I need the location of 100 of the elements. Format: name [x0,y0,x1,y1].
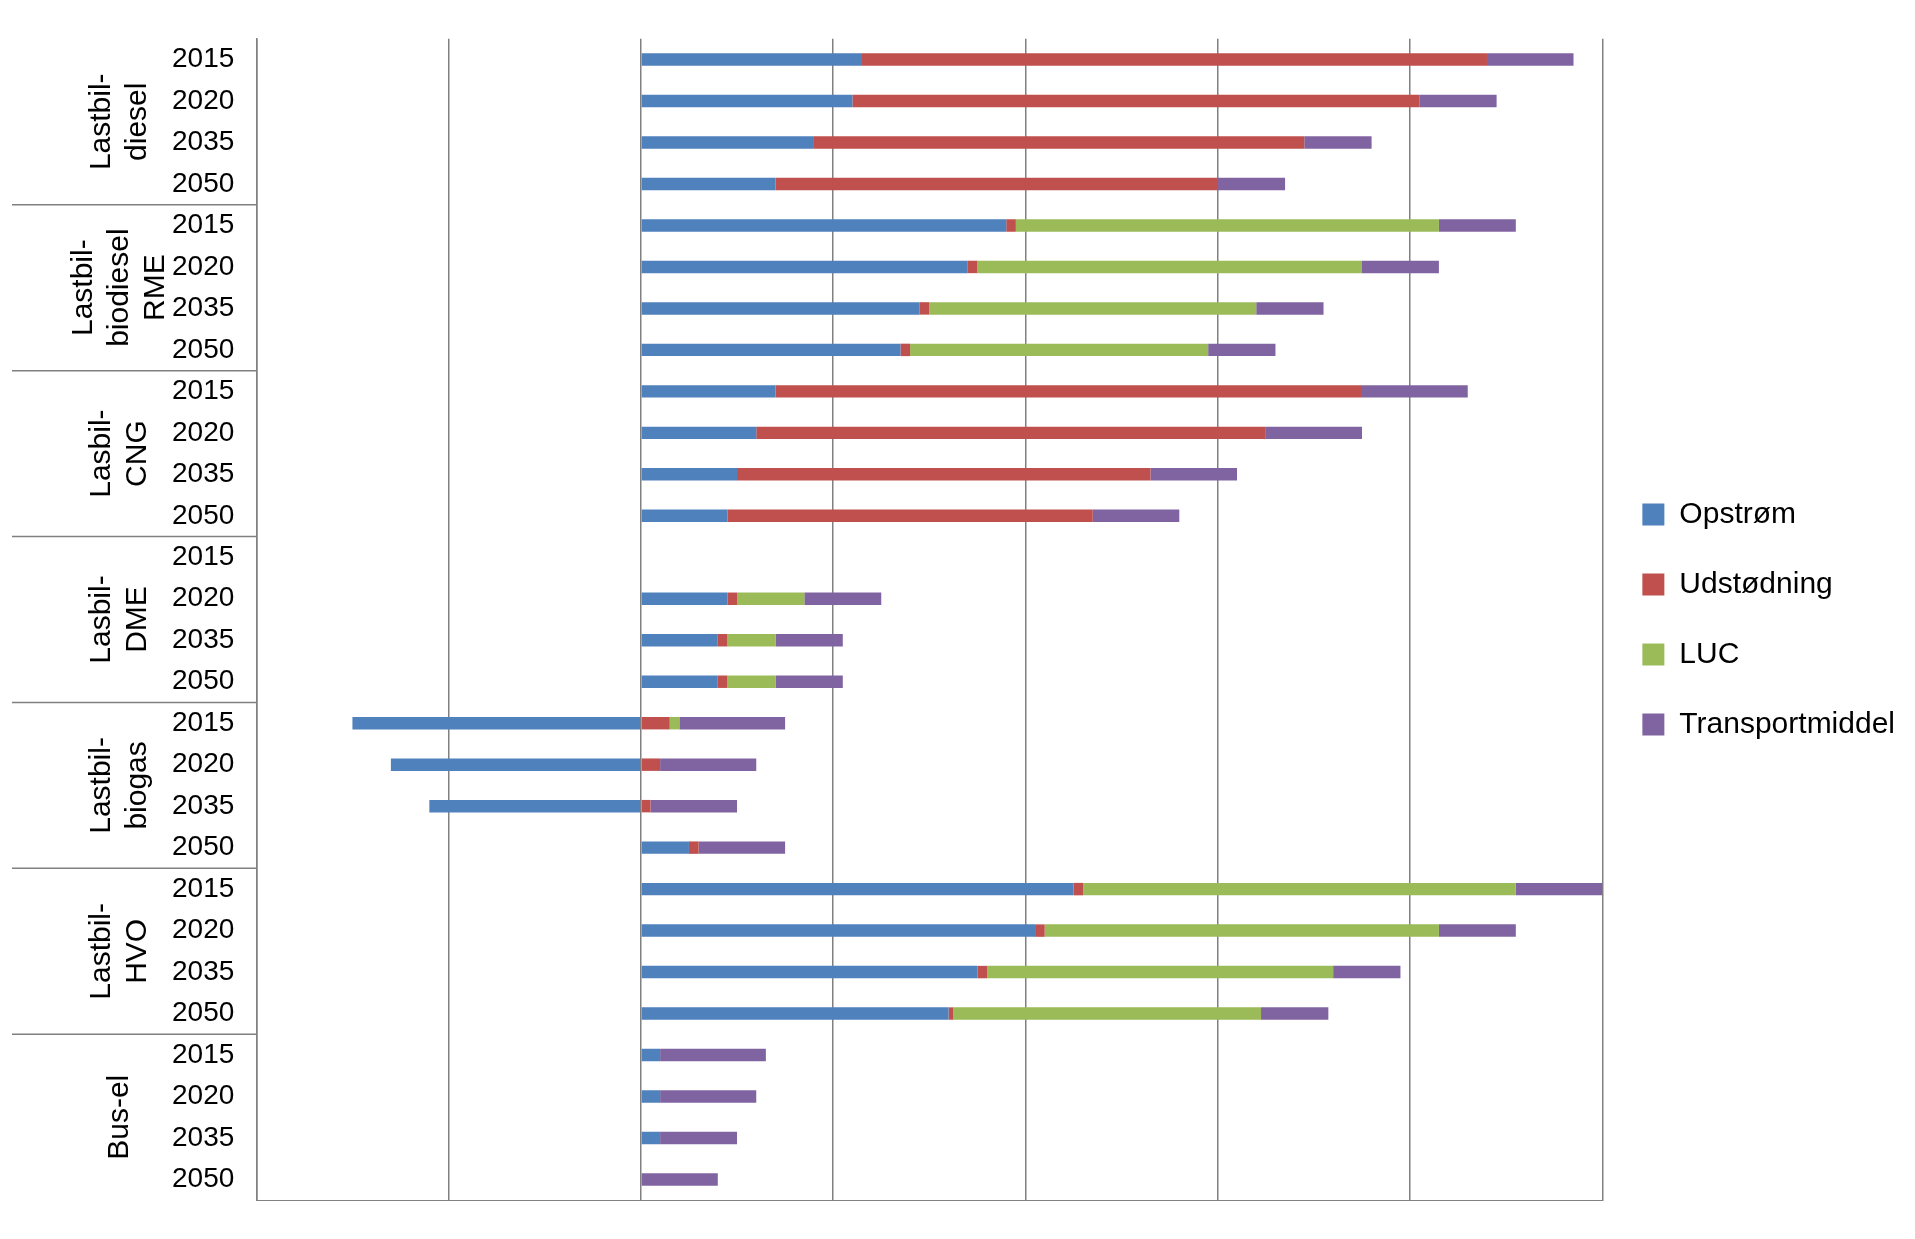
bar [987,965,1334,979]
bar [727,592,738,605]
y-tick-label: 2050 [171,1162,235,1194]
bar [641,716,670,730]
bar [429,799,641,813]
bar [698,841,786,854]
bar [756,426,1266,440]
bar [967,260,978,274]
y-tick-label: 2050 [171,664,235,696]
bar [641,219,1007,232]
bar [641,53,863,66]
bar [737,592,805,605]
bar [660,1090,757,1103]
bar [910,343,1209,357]
bar [1304,136,1372,149]
y-tick-label: 2020 [171,415,235,447]
bar [717,634,728,647]
y-tick-label: 2050 [171,498,235,530]
text: Lastbil-biogas [83,737,153,834]
y-tick-label: 2020 [171,913,235,945]
bar [1419,94,1497,108]
y-tick-label: 2020 [171,581,235,613]
bar [641,94,853,108]
y-tick-label: 2015 [171,1037,235,1069]
bar [650,799,738,813]
bar [813,136,1305,149]
bar [641,1048,661,1062]
bar [641,260,968,274]
bar [1333,965,1401,979]
y-tick-label: 2015 [171,540,235,571]
bar [641,509,728,523]
bar [641,965,978,979]
bar [641,1173,718,1186]
bar [1035,924,1045,937]
bar [679,716,786,730]
bar [1006,219,1016,232]
legend-label: Transportmiddel [1679,705,1895,739]
bar [919,302,930,315]
bar [953,1007,1262,1020]
y-tick-label: 2050 [171,996,235,1028]
bar [977,965,988,979]
text: Lasbil-CNG [83,409,153,498]
bar [1515,882,1603,896]
y-tick-label: 2015 [171,208,235,240]
y-tick-label: 2015 [171,871,235,903]
bar [390,758,641,771]
bar [641,634,718,647]
bar [775,177,1218,191]
bar [641,675,718,688]
bar [775,675,843,688]
y-tick-label: 2035 [171,788,235,820]
bar [1015,219,1439,232]
bar [804,592,882,605]
bar [1044,924,1439,937]
bar [717,675,728,688]
bar [977,260,1362,274]
y-tick-label: 2035 [171,457,235,489]
text: Lasbil-DME [83,575,153,664]
text: Lastbil-diesel [83,73,153,171]
bar [727,509,1093,523]
bar [727,634,776,647]
bar [641,1007,949,1020]
text: Lastbil-biodiesel RME [65,228,171,347]
bar [1438,219,1516,232]
y-tick-label: 2050 [171,166,235,198]
bar [641,882,1074,896]
bar [727,675,776,688]
bar [641,592,728,605]
bar [1217,177,1286,191]
y-tick-label: 2020 [171,249,235,281]
y-tick-label: 2050 [171,332,235,364]
bar [1208,343,1276,357]
bar [1083,882,1516,896]
bar [852,94,1420,108]
y-tick-label: 2020 [171,83,235,115]
bar [1261,1007,1329,1020]
bar [1092,509,1180,523]
y-tick-label: 2050 [171,830,235,862]
bar [1256,302,1324,315]
y-tick-label: 2035 [171,954,235,986]
text: Lastbil-HVO [83,902,153,1000]
bar [1361,385,1468,398]
text: Bus-el [101,1074,135,1160]
bar [641,841,689,854]
bar [641,468,738,481]
bar [641,385,776,398]
y-tick-label: 2015 [171,374,235,406]
bar [688,841,699,854]
bar [1265,426,1362,440]
legend-label: Udstødning [1679,565,1833,599]
bar [929,302,1257,315]
y-tick-label: 2035 [171,622,235,654]
bar [641,1131,661,1145]
bar [641,343,901,357]
bar [641,177,776,191]
bar [1150,468,1237,481]
bar [641,924,1036,937]
y-tick-label: 2020 [171,1079,235,1111]
bar [900,343,911,357]
y-tick-label: 2035 [171,125,235,157]
